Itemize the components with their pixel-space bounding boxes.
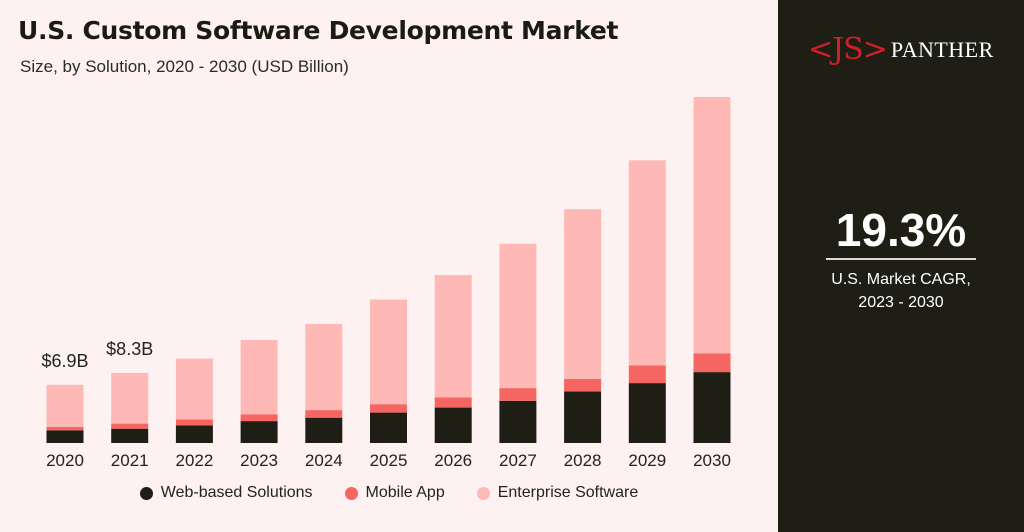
bar-enterprise-software-2030 <box>693 97 731 354</box>
legend-item-web-based: Web-based Solutions <box>139 484 313 502</box>
logo-mark: <JS> <box>808 32 888 67</box>
legend-label-enterprise: Enterprise Software <box>497 484 639 501</box>
bar-mobile-app-2027 <box>499 388 537 401</box>
bar-enterprise-software-2026 <box>434 275 472 398</box>
legend-item-mobile-app: Mobile App <box>344 484 445 502</box>
bar-mobile-app-2030 <box>693 353 731 373</box>
legend-swatch-mobile-app <box>344 486 358 500</box>
data-label-2021: $8.3B <box>106 339 153 359</box>
bar-mobile-app-2024 <box>305 410 343 418</box>
x-tick-label-2020: 2020 <box>46 451 84 470</box>
cagr-label-line1: U.S. Market CAGR, <box>831 271 971 288</box>
bar-mobile-app-2021 <box>111 423 149 429</box>
x-tick-label-2030: 2030 <box>693 451 731 470</box>
legend-label-mobile-app: Mobile App <box>365 484 445 501</box>
bar-web-based-solutions-2025 <box>370 412 407 443</box>
bar-web-based-solutions-2026 <box>434 407 472 443</box>
bar-chart: 2020 2021 2022 2023 2024 2025 2026 2027 2028 2029… <box>41 97 731 470</box>
bar-mobile-app-2020 <box>46 427 84 431</box>
x-tick-label-2025: 2025 <box>370 451 408 470</box>
x-tick-label-2027: 2027 <box>499 451 537 470</box>
data-label-2020: $6.9B <box>41 351 88 371</box>
bar-enterprise-software-2020 <box>46 384 84 427</box>
bar-web-based-solutions-2027 <box>499 400 537 443</box>
legend-item-enterprise: Enterprise Software <box>476 484 639 502</box>
x-tick-label-2023: 2023 <box>240 451 278 470</box>
bar-enterprise-software-2022 <box>175 358 213 420</box>
bar-enterprise-software-2027 <box>499 243 537 389</box>
bar-mobile-app-2022 <box>175 419 213 426</box>
bar-enterprise-software-2028 <box>564 209 602 379</box>
stat-panel: <JS> PANTHER 19.3% U.S. Market CAGR, 202… <box>778 0 1024 532</box>
bar-web-based-solutions-2029 <box>628 383 666 443</box>
chart-title: U.S. Custom Software Development Market <box>18 16 619 45</box>
legend-swatch-web-based <box>139 486 153 500</box>
cagr-value: 19.3% <box>835 204 967 256</box>
cagr-label-line2: 2023 - 2030 <box>858 294 944 311</box>
bar-mobile-app-2023 <box>240 414 278 422</box>
x-tick-label-2024: 2024 <box>305 451 343 470</box>
bar-enterprise-software-2025 <box>370 299 407 405</box>
bar-mobile-app-2029 <box>628 365 666 384</box>
bar-enterprise-software-2029 <box>628 160 666 366</box>
legend: Web-based Solutions Mobile App Enterpris… <box>0 484 778 502</box>
bar-web-based-solutions-2030 <box>693 372 731 443</box>
bar-web-based-solutions-2021 <box>111 428 149 443</box>
legend-swatch-enterprise <box>476 486 490 500</box>
cagr-label: U.S. Market CAGR, 2023 - 2030 <box>778 268 1024 314</box>
bar-web-based-solutions-2028 <box>564 391 602 443</box>
bar-enterprise-software-2021 <box>111 373 149 424</box>
x-tick-label-2028: 2028 <box>564 451 602 470</box>
x-tick-label-2022: 2022 <box>175 451 213 470</box>
bar-web-based-solutions-2023 <box>240 421 278 443</box>
chart-subtitle: Size, by Solution, 2020 - 2030 (USD Bill… <box>20 57 349 76</box>
logo: <JS> PANTHER <box>808 32 994 67</box>
x-tick-label-2029: 2029 <box>628 451 666 470</box>
bar-web-based-solutions-2022 <box>175 425 213 443</box>
bar-web-based-solutions-2024 <box>305 417 343 443</box>
bar-mobile-app-2026 <box>434 397 472 408</box>
logo-text: PANTHER <box>890 36 994 62</box>
bar-mobile-app-2028 <box>564 378 602 392</box>
cagr-divider <box>826 258 976 260</box>
x-tick-label-2021: 2021 <box>111 451 149 470</box>
bar-web-based-solutions-2020 <box>46 430 84 443</box>
bar-enterprise-software-2023 <box>240 340 278 415</box>
legend-label-web-based: Web-based Solutions <box>160 484 313 501</box>
x-tick-label-2026: 2026 <box>434 451 472 470</box>
chart-panel: U.S. Custom Software Development Market … <box>0 16 778 502</box>
bar-mobile-app-2025 <box>370 404 407 413</box>
bar-enterprise-software-2024 <box>305 324 343 411</box>
